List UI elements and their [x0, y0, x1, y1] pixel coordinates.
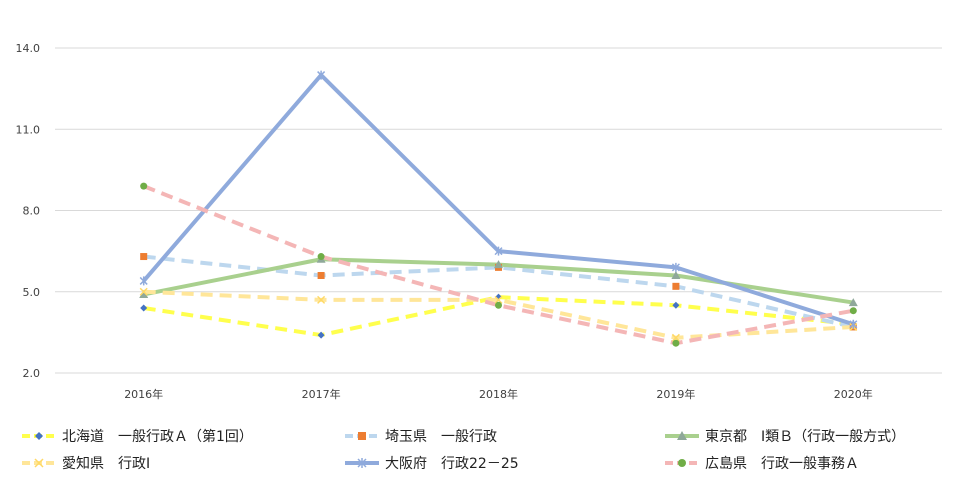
legend-label: 東京都 Ⅰ類Ｂ（行政一般方式）: [705, 429, 905, 445]
x-tick-label: 2017年: [302, 387, 341, 401]
data-point: [494, 260, 503, 269]
data-point: [139, 276, 148, 286]
data-point: [358, 432, 366, 440]
data-point: [677, 431, 687, 440]
series-line: [143, 295, 854, 338]
y-tick-label: 14.0: [16, 42, 41, 55]
data-point: [671, 262, 680, 272]
y-tick-label: 8.0: [23, 205, 41, 218]
x-tick-label: 2016年: [124, 387, 163, 401]
grid-lines: [55, 47, 942, 374]
series-markers: [139, 70, 858, 347]
x-tick-label: 2019年: [656, 387, 695, 401]
data-point: [849, 307, 857, 315]
data-point: [671, 271, 681, 279]
legend: 北海道 一般行政Ａ（第1回） 埼玉県 一般行政 東京都 Ⅰ類Ｂ（行政一般方式） 愛知県…: [22, 428, 905, 472]
data-point: [848, 298, 858, 307]
data-point: [317, 331, 325, 339]
data-point: [139, 289, 149, 298]
data-point: [678, 459, 686, 467]
data-point: [317, 295, 326, 304]
data-point: [672, 339, 680, 347]
legend-item: 北海道 一般行政Ａ（第1回）: [22, 428, 253, 445]
data-point: [140, 304, 148, 312]
data-point: [34, 458, 44, 468]
legend-label: 北海道 一般行政Ａ（第1回）: [62, 428, 253, 445]
data-point: [357, 458, 367, 468]
series-line: [142, 184, 854, 346]
data-point: [495, 301, 502, 309]
y-tick-label: 5.0: [23, 286, 41, 299]
legend-label: 広島県 行政一般事務Ａ: [705, 456, 859, 472]
x-axis-tick-labels: 2016年 2017年 2018年 2019年 2020年: [124, 387, 873, 401]
y-tick-label: 11.0: [16, 123, 41, 136]
data-point: [494, 246, 503, 256]
legend-label: 愛知県 行政Ⅰ: [62, 455, 150, 472]
y-axis-tick-labels: 2.0 5.0 8.0 11.0 14.0: [16, 42, 41, 380]
data-point: [317, 253, 325, 261]
legend-item: 埼玉県 一般行政: [345, 429, 497, 445]
data-point: [140, 182, 148, 190]
data-point: [139, 287, 148, 296]
x-tick-label: 2018年: [479, 387, 518, 401]
data-point: [140, 253, 148, 261]
legend-item: 広島県 行政一般事務Ａ: [665, 456, 859, 472]
legend-item: 大阪府 行政22－25: [345, 456, 519, 472]
x-tick-label: 2020年: [834, 387, 873, 401]
legend-label: 大阪府 行政22－25: [385, 456, 519, 472]
legend-label: 埼玉県 一般行政: [385, 429, 497, 445]
data-point: [494, 295, 503, 304]
legend-item: 東京都 Ⅰ類Ｂ（行政一般方式）: [665, 429, 905, 445]
data-point: [672, 282, 680, 290]
data-point: [317, 272, 325, 279]
data-point: [671, 333, 680, 342]
data-point: [35, 432, 43, 440]
data-point: [672, 301, 680, 309]
y-tick-label: 2.0: [23, 367, 41, 380]
legend-item: 愛知県 行政Ⅰ: [22, 455, 150, 472]
data-point: [317, 70, 326, 80]
data-point: [849, 319, 858, 329]
